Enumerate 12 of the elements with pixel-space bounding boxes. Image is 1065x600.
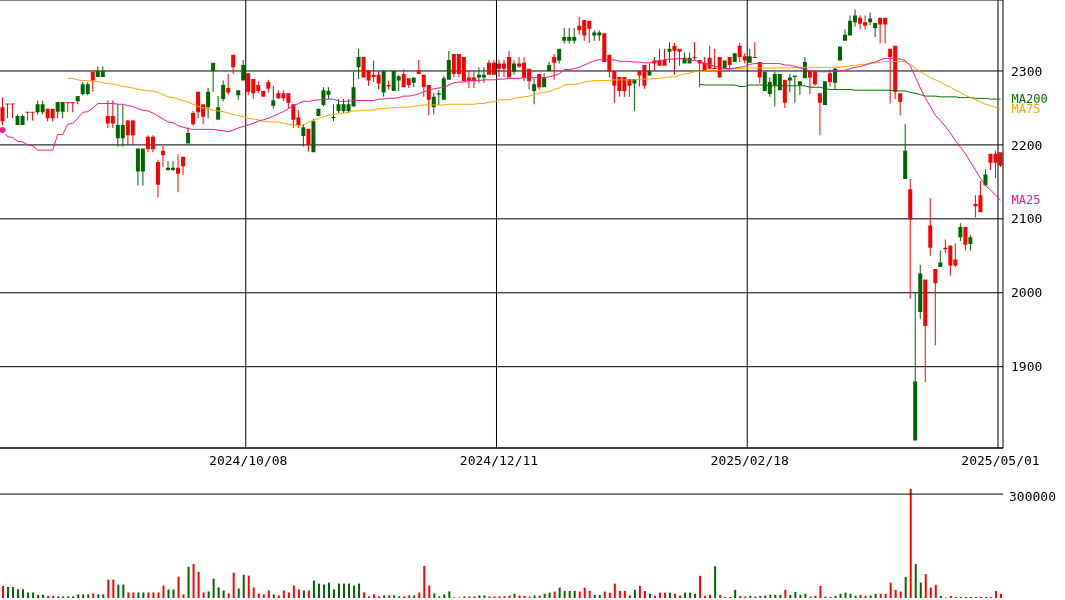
- y-tick-label: 2200: [1011, 137, 1043, 153]
- x-tick-label: 2025/05/01: [961, 453, 1040, 469]
- y-tick-label: 1900: [1011, 359, 1043, 375]
- series-label: MA25: [1011, 193, 1041, 208]
- y-tick-label: 2000: [1011, 285, 1043, 301]
- y-tick-label: 2100: [1011, 211, 1043, 227]
- series-label: MA75: [1011, 102, 1041, 117]
- text: 300000: [1009, 488, 1056, 504]
- x-tick-label: 2024/10/08: [209, 453, 288, 469]
- x-tick-label: 2024/12/11: [459, 453, 539, 469]
- y-tick-label: 2300: [1011, 63, 1043, 79]
- x-tick-label: 2025/02/18: [710, 453, 789, 469]
